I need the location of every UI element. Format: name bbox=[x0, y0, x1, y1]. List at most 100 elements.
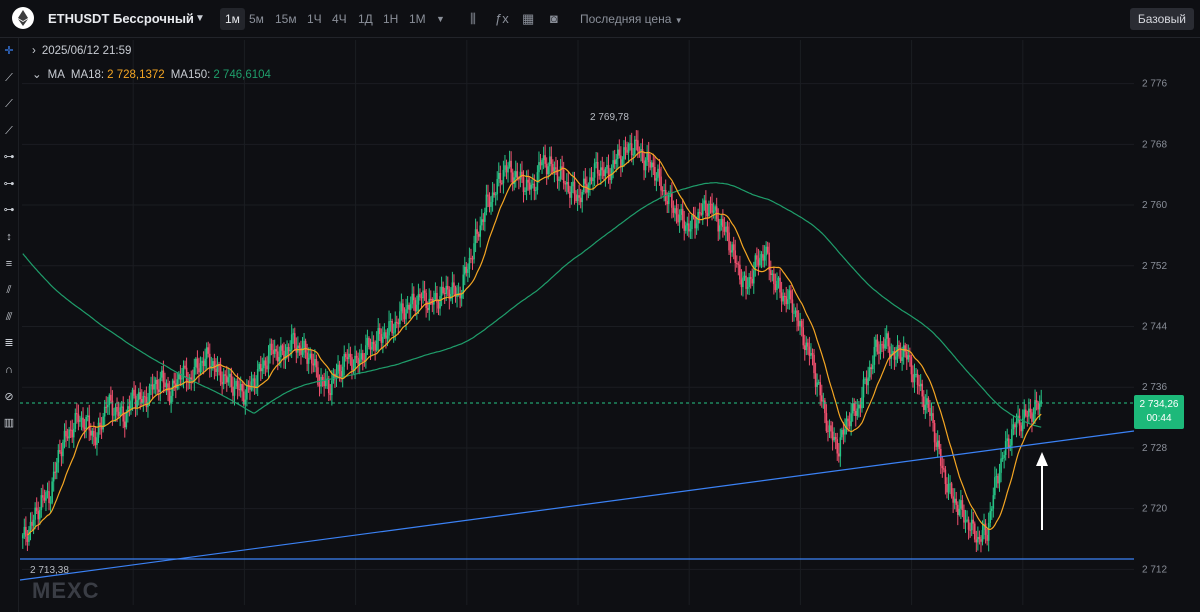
candle-body bbox=[584, 178, 587, 184]
crosshair-icon[interactable]: ✛ bbox=[4, 45, 14, 57]
horizontal-ray-icon[interactable]: ⊶ bbox=[3, 178, 15, 190]
camera-icon[interactable]: ◙ bbox=[550, 11, 558, 26]
candle-body bbox=[674, 208, 676, 213]
candle-body bbox=[1038, 403, 1041, 410]
trend-line-icon[interactable]: ⟋ bbox=[5, 72, 13, 84]
candle-body bbox=[190, 377, 193, 381]
candle-body bbox=[986, 534, 988, 541]
indicators-icon[interactable]: ƒx bbox=[495, 11, 509, 26]
candle-body bbox=[740, 279, 743, 288]
eye-hide-icon[interactable]: ⊘ bbox=[4, 391, 14, 403]
candle-body bbox=[935, 442, 937, 447]
candle-body bbox=[581, 192, 584, 203]
candle-body bbox=[689, 229, 692, 232]
candle-body bbox=[196, 358, 199, 369]
candle-body bbox=[1003, 455, 1005, 458]
candle-body bbox=[343, 353, 346, 367]
candle-body bbox=[803, 345, 806, 351]
candle-body bbox=[340, 371, 342, 379]
candle-body bbox=[666, 201, 669, 205]
ma150-label: MA150: bbox=[170, 69, 211, 81]
price-type-select[interactable]: Последняя цена ▼ bbox=[580, 0, 683, 38]
tab-timeframe-1w[interactable]: 1Н bbox=[383, 12, 399, 26]
tab-timeframe-1d[interactable]: 1Д bbox=[358, 12, 373, 26]
candle-body bbox=[119, 407, 121, 416]
candle-type-icon[interactable]: ⫼ bbox=[470, 11, 476, 26]
price-range-icon[interactable]: ⊶ bbox=[3, 204, 15, 216]
candle-body bbox=[981, 530, 984, 542]
tab-timeframe-1m[interactable]: 1м bbox=[220, 8, 245, 30]
candle-body bbox=[893, 351, 896, 360]
candle-body bbox=[527, 179, 529, 183]
candle-body bbox=[202, 360, 205, 367]
symbol-title[interactable]: ETHUSDT Бессрочный bbox=[48, 11, 194, 26]
candle-body bbox=[414, 300, 417, 312]
candle-body bbox=[215, 368, 217, 372]
candle-body bbox=[395, 321, 398, 323]
chevron-down-icon[interactable]: ⌄ bbox=[32, 69, 42, 81]
candle-body bbox=[292, 333, 295, 335]
candle-body bbox=[630, 143, 633, 156]
candle-body bbox=[144, 396, 146, 398]
horizontal-line-icon[interactable]: ⊶ bbox=[3, 151, 15, 163]
candle-body bbox=[278, 357, 281, 362]
candle-body bbox=[1009, 445, 1012, 449]
y-tick-label: 2 744 bbox=[1142, 322, 1167, 333]
vertical-line-icon[interactable]: ↕ bbox=[6, 231, 12, 243]
layout-icon[interactable]: ▦ bbox=[522, 11, 535, 26]
candle-body bbox=[958, 508, 961, 515]
candle-body bbox=[555, 167, 557, 170]
tab-timeframe-15m[interactable]: 15м bbox=[275, 12, 297, 26]
candle-body bbox=[970, 519, 973, 531]
tab-timeframe-5m[interactable]: 5м bbox=[249, 12, 264, 26]
candle-body bbox=[21, 534, 24, 539]
ray-icon[interactable]: ⟋ bbox=[5, 98, 13, 110]
candle-body bbox=[694, 217, 696, 229]
timeframe-more-icon[interactable]: ▼ bbox=[436, 14, 445, 24]
tab-timeframe-4h[interactable]: 4Ч bbox=[332, 12, 347, 26]
candle-body bbox=[909, 355, 911, 358]
candle-body bbox=[933, 423, 936, 443]
candle-body bbox=[392, 332, 395, 334]
candle-body bbox=[621, 159, 624, 167]
candle-body bbox=[419, 294, 421, 298]
candle-body bbox=[595, 162, 597, 164]
pattern-icon[interactable]: ⫻ bbox=[5, 311, 13, 323]
base-view-button[interactable]: Базовый bbox=[1129, 8, 1194, 30]
measure-icon[interactable]: ≣ bbox=[4, 337, 14, 349]
channel-icon[interactable]: ⫽ bbox=[6, 284, 12, 296]
tab-timeframe-1h[interactable]: 1Ч bbox=[307, 12, 322, 26]
candle-body bbox=[776, 280, 778, 291]
candle-body bbox=[357, 357, 359, 365]
candle-body bbox=[955, 498, 958, 505]
candle-body bbox=[176, 379, 179, 389]
candle-body bbox=[921, 383, 924, 397]
candle-body bbox=[922, 396, 925, 410]
candle-body bbox=[38, 509, 41, 520]
extended-line-icon[interactable]: ⟋ bbox=[5, 125, 13, 137]
trend-line bbox=[19, 430, 1135, 581]
candle-body bbox=[1020, 425, 1022, 432]
candle-body bbox=[867, 377, 869, 386]
tab-timeframe-1mo[interactable]: 1М bbox=[409, 12, 426, 26]
candle-body bbox=[518, 178, 520, 180]
fib-icon[interactable]: ≡ bbox=[5, 258, 13, 270]
candle-body bbox=[434, 292, 437, 299]
candle-body bbox=[493, 192, 495, 196]
candle-body bbox=[1026, 415, 1029, 417]
candle-body bbox=[463, 266, 466, 275]
candle-body bbox=[352, 368, 355, 371]
candle-body bbox=[484, 212, 486, 222]
candle-body bbox=[516, 171, 519, 179]
candle-body bbox=[488, 196, 491, 207]
candle-body bbox=[377, 328, 380, 341]
candle-body bbox=[468, 257, 471, 270]
candle-body bbox=[862, 379, 865, 398]
chevron-right-icon[interactable]: › bbox=[32, 45, 36, 57]
candle-body bbox=[494, 194, 497, 196]
trash-icon[interactable]: ▥ bbox=[3, 417, 15, 429]
magnet-icon[interactable]: ∩ bbox=[5, 364, 13, 376]
chevron-down-icon[interactable]: ▼ bbox=[195, 13, 205, 24]
candle-body bbox=[408, 304, 410, 310]
